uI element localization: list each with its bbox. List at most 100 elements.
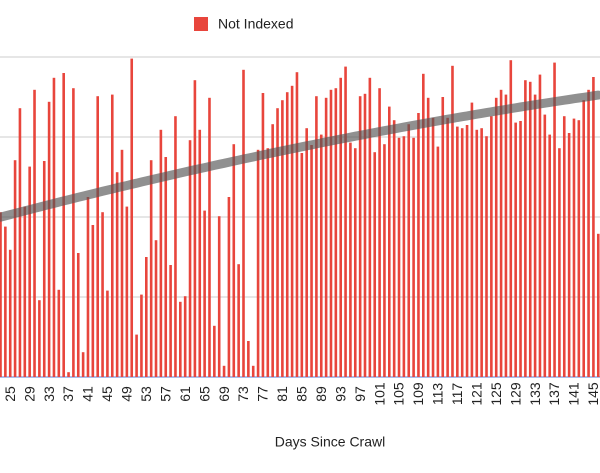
bar: [567, 133, 571, 377]
bar: [596, 233, 600, 377]
bar: [431, 117, 435, 378]
bar: [519, 121, 522, 377]
bar: [490, 116, 493, 377]
bar: [558, 148, 561, 377]
x-tick-label: 125: [488, 382, 504, 406]
x-tick-label: 69: [216, 386, 232, 402]
bar: [130, 58, 134, 377]
bar: [140, 294, 143, 377]
bar: [383, 144, 386, 377]
x-tick-label: 29: [21, 386, 37, 402]
x-tick-label: 137: [546, 382, 562, 406]
x-tick-label: 77: [255, 386, 271, 402]
bar: [533, 94, 537, 377]
bar: [62, 73, 65, 377]
x-tick-label: 45: [99, 386, 115, 402]
bar: [149, 160, 153, 377]
legend-swatch: [194, 17, 208, 31]
bar: [407, 124, 411, 377]
x-tick-label: 65: [196, 386, 212, 402]
bar: [315, 96, 318, 377]
bar: [392, 120, 396, 377]
bar: [587, 89, 590, 378]
bar: [0, 212, 2, 377]
x-tick-label: 105: [391, 382, 407, 406]
x-axis-title: Days Since Crawl: [275, 434, 385, 450]
bar: [52, 77, 56, 378]
bar: [261, 93, 265, 377]
x-tick-label: 57: [157, 386, 173, 402]
bar: [412, 137, 415, 377]
bar: [203, 210, 206, 377]
bar: [145, 257, 148, 377]
bar: [110, 94, 114, 377]
bar: [577, 120, 581, 377]
bar: [456, 126, 459, 377]
bar: [242, 69, 245, 378]
bar: [266, 148, 270, 377]
x-tick-label: 117: [449, 383, 465, 406]
x-tick-label: 145: [585, 382, 600, 406]
bar: [397, 137, 401, 377]
bar: [524, 80, 527, 377]
bar: [8, 249, 12, 377]
bar: [169, 265, 172, 377]
bar: [528, 81, 532, 378]
bar: [504, 94, 508, 377]
bar: [276, 108, 279, 377]
bar: [363, 93, 367, 378]
bar: [553, 62, 556, 377]
bar: [572, 118, 576, 377]
bar: [329, 89, 333, 378]
bar: [281, 100, 284, 377]
bar: [125, 206, 129, 377]
bar: [470, 102, 474, 377]
bar: [193, 80, 197, 377]
bar: [23, 206, 27, 377]
x-tick-label: 33: [41, 386, 57, 402]
bar: [358, 96, 362, 377]
bar: [208, 97, 211, 378]
bar: [115, 172, 119, 377]
x-tick-label: 73: [235, 386, 251, 402]
bar: [378, 88, 381, 377]
bar: [13, 160, 17, 377]
bar: [441, 97, 445, 377]
bar: [349, 142, 352, 377]
bar: [562, 116, 566, 377]
bar: [159, 129, 163, 377]
bar: [91, 225, 95, 377]
bar: [154, 240, 158, 377]
legend-label: Not Indexed: [218, 16, 294, 32]
bar: [480, 128, 483, 377]
bar: [485, 136, 488, 377]
bar: [256, 149, 260, 377]
bar: [96, 96, 99, 377]
bar: [494, 97, 498, 378]
bar: [310, 145, 313, 377]
bar: [4, 226, 7, 377]
bar: [18, 108, 22, 377]
bar: [324, 97, 328, 378]
trendline: [0, 90, 600, 222]
x-tick-label: 121: [468, 382, 484, 406]
x-tick-label: 93: [332, 386, 348, 402]
bar: [86, 197, 90, 377]
bar: [232, 144, 236, 377]
bar: [72, 88, 75, 377]
bar: [373, 152, 377, 377]
x-tick-label: 97: [352, 386, 368, 402]
x-tick-label: 89: [313, 386, 329, 402]
bar: [81, 352, 85, 377]
x-tick-label: 101: [371, 382, 387, 406]
bar: [57, 289, 61, 377]
bar: [300, 153, 304, 377]
bar: [417, 113, 420, 377]
x-tick-label: 53: [138, 386, 154, 402]
bar: [368, 77, 372, 378]
bar: [76, 253, 80, 377]
bar: [353, 148, 357, 377]
bar: [475, 129, 479, 377]
bar: [213, 325, 216, 377]
bar: [290, 85, 294, 378]
